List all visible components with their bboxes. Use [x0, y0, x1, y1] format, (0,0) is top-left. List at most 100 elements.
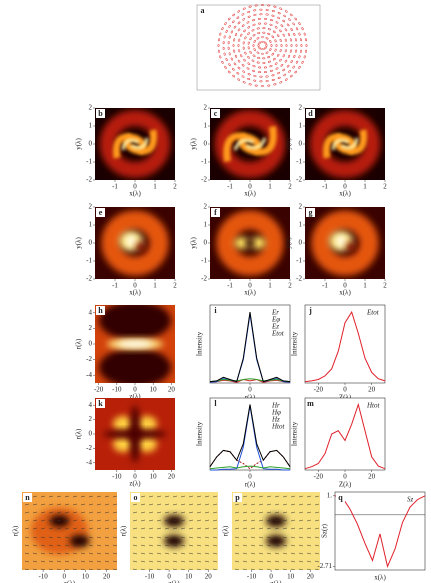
y-tick-label: -1	[86, 158, 92, 166]
y-axis-label: y(λ)	[285, 237, 293, 249]
blob	[70, 535, 90, 547]
y-tick-label: 2	[204, 104, 208, 112]
y-tick-label: 4	[89, 308, 93, 316]
x-tick-label: 2	[173, 183, 177, 191]
y-tick-label: -2.71	[317, 562, 332, 570]
blob	[136, 242, 146, 252]
heatmap	[305, 108, 385, 180]
y-tick-label: -1	[201, 158, 207, 166]
y-tick-label: 2	[204, 203, 208, 211]
x-tick-label: 1	[363, 282, 367, 290]
x-tick-label: 1	[153, 183, 157, 191]
x-tick-label: 10	[185, 573, 193, 581]
x-tick-label: 20	[368, 386, 376, 394]
panel-label: n	[25, 493, 30, 502]
x-tick-label: 10	[150, 473, 158, 481]
y-tick-label: -2	[296, 275, 302, 283]
legend-label: Htot	[366, 402, 381, 410]
x-tick-label: 20	[368, 473, 376, 481]
x-tick-label: 2	[173, 282, 177, 290]
y-axis-label: Intensity	[196, 331, 204, 356]
panel-label: b	[98, 109, 103, 118]
heatmap	[95, 207, 175, 279]
heatmap	[232, 492, 320, 570]
x-tick-label: 0	[248, 473, 252, 481]
y-tick-label: -1	[296, 158, 302, 166]
x-tick-label: 1	[268, 282, 272, 290]
heatmap	[22, 492, 117, 570]
panel-label: j	[308, 306, 312, 315]
y-tick-label: 1	[89, 221, 93, 229]
x-tick-label: 0	[248, 386, 252, 394]
x-tick-label: 10	[287, 573, 295, 581]
x-axis-label: z(λ)	[168, 580, 180, 583]
y-tick-label: -2	[86, 275, 92, 283]
panel-label: a	[201, 6, 205, 15]
y-tick-label: 1.	[327, 491, 333, 499]
y-tick-label: -2	[86, 176, 92, 184]
y-tick-label: 1	[299, 122, 303, 130]
y-tick-label: 1	[204, 221, 208, 229]
x-tick-label: 0	[343, 473, 347, 481]
panel-label: q	[338, 493, 343, 502]
panel-label: g	[309, 208, 313, 217]
x-tick-label: 2	[383, 183, 387, 191]
blob	[113, 436, 133, 452]
legend-label: Sz	[407, 496, 414, 504]
y-tick-label: -4	[86, 371, 92, 379]
y-tick-label: -2	[201, 176, 207, 184]
panel-label: k	[98, 399, 103, 408]
panel-label: c	[214, 109, 218, 118]
legend-label: Etot	[366, 309, 380, 317]
x-tick-label: -20	[94, 386, 104, 394]
x-axis-label: x(λ)	[244, 289, 256, 297]
x-tick-label: -1	[112, 282, 118, 290]
y-tick-label: 2	[89, 415, 93, 423]
y-axis-label: r(λ)	[75, 428, 83, 439]
x-tick-label: -20	[314, 473, 324, 481]
x-axis-label: x(λ)	[129, 289, 141, 297]
x-tick-label: -1	[112, 183, 118, 191]
x-tick-label: 10	[82, 573, 90, 581]
y-tick-label: 1	[299, 221, 303, 229]
y-axis-label: r(λ)	[12, 525, 20, 536]
x-axis-label: x(λ)	[339, 289, 351, 297]
blob	[127, 236, 135, 246]
y-tick-label: 0	[89, 140, 93, 148]
x-tick-label: -1	[322, 183, 328, 191]
y-tick-label: 0	[89, 340, 93, 348]
bg	[130, 492, 218, 570]
x-tick-label: 20	[205, 573, 213, 581]
x-tick-label: 20	[168, 473, 176, 481]
y-axis-label: y(λ)	[75, 237, 83, 249]
x-tick-label: 1	[268, 183, 272, 191]
x-axis-label: x(λ)	[244, 190, 256, 198]
y-axis-label: Intensity	[196, 421, 204, 446]
y-axis-label: y(λ)	[75, 138, 83, 150]
x-axis-label: Z(λ)	[339, 481, 352, 489]
y-tick-label: 2	[299, 203, 303, 211]
x-axis-label: z(λ)	[270, 580, 282, 583]
x-axis-label: x(λ)	[374, 574, 386, 582]
x-tick-label: 10	[150, 386, 158, 394]
x-tick-label: -10	[145, 573, 155, 581]
y-axis-label: r(λ)	[75, 338, 83, 349]
x-tick-label: -10	[112, 386, 122, 394]
y-axis-label: y(λ)	[190, 138, 198, 150]
y-tick-label: -2	[201, 275, 207, 283]
y-axis-label: y(λ)	[190, 237, 198, 249]
legend-label: Htot	[271, 423, 286, 431]
legend-label: Etot	[271, 330, 285, 338]
blob	[113, 416, 133, 432]
blob	[246, 239, 254, 247]
y-tick-label: 0	[89, 239, 93, 247]
y-tick-label: 0	[89, 430, 93, 438]
x-tick-label: 20	[103, 573, 111, 581]
heatmap	[210, 207, 290, 279]
y-tick-label: 4	[89, 401, 93, 409]
x-tick-label: -1	[227, 183, 233, 191]
x-tick-label: 1	[363, 183, 367, 191]
x-tick-label: -10	[112, 473, 122, 481]
blob	[99, 301, 171, 340]
figure: a-1012210-1-2x(λ)y(λ)b-1012210-1-2x(λ)y(…	[0, 0, 431, 583]
